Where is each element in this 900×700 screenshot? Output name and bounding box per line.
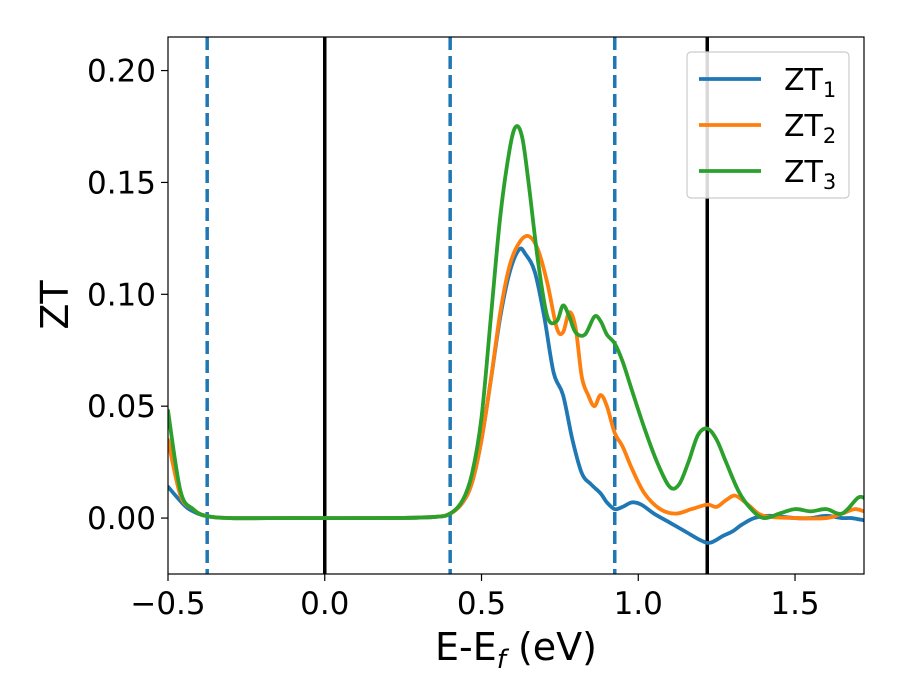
- reference-lines: [205, 37, 709, 574]
- y-tick-label: 0.10: [87, 277, 156, 313]
- legend-box: [686, 51, 850, 199]
- series-line-3: [168, 124, 864, 521]
- y-tick-label: 0.20: [87, 54, 156, 90]
- y-axis-label: ZT: [33, 280, 77, 330]
- x-tick-label: 1.5: [770, 586, 819, 622]
- x-axis-label: E-Ef (eV): [435, 625, 597, 675]
- series-lines: [168, 124, 864, 545]
- legend-label-3: ZT3: [784, 155, 836, 194]
- x-tick-label: 1.0: [614, 586, 663, 622]
- x-tick-label: 0.5: [457, 586, 506, 622]
- y-tick-label: 0.05: [87, 389, 156, 425]
- series-line-2: [168, 234, 864, 521]
- plot-frame: [167, 36, 865, 575]
- legend-label-1: ZT1: [784, 63, 836, 102]
- x-tick-label: 0.0: [300, 586, 349, 622]
- series-line-1: [168, 246, 864, 545]
- legend: ZT1 ZT2 ZT3: [686, 51, 850, 199]
- legend-label-2: ZT2: [784, 109, 836, 148]
- x-axis: −0.5 0.0 0.5 1.0 1.5: [130, 574, 820, 622]
- x-tick-label: −0.5: [130, 586, 205, 622]
- y-tick-label: 0.00: [87, 501, 156, 537]
- y-axis: 0.00 0.05 0.10 0.15 0.20: [87, 54, 168, 537]
- y-tick-label: 0.15: [87, 165, 156, 201]
